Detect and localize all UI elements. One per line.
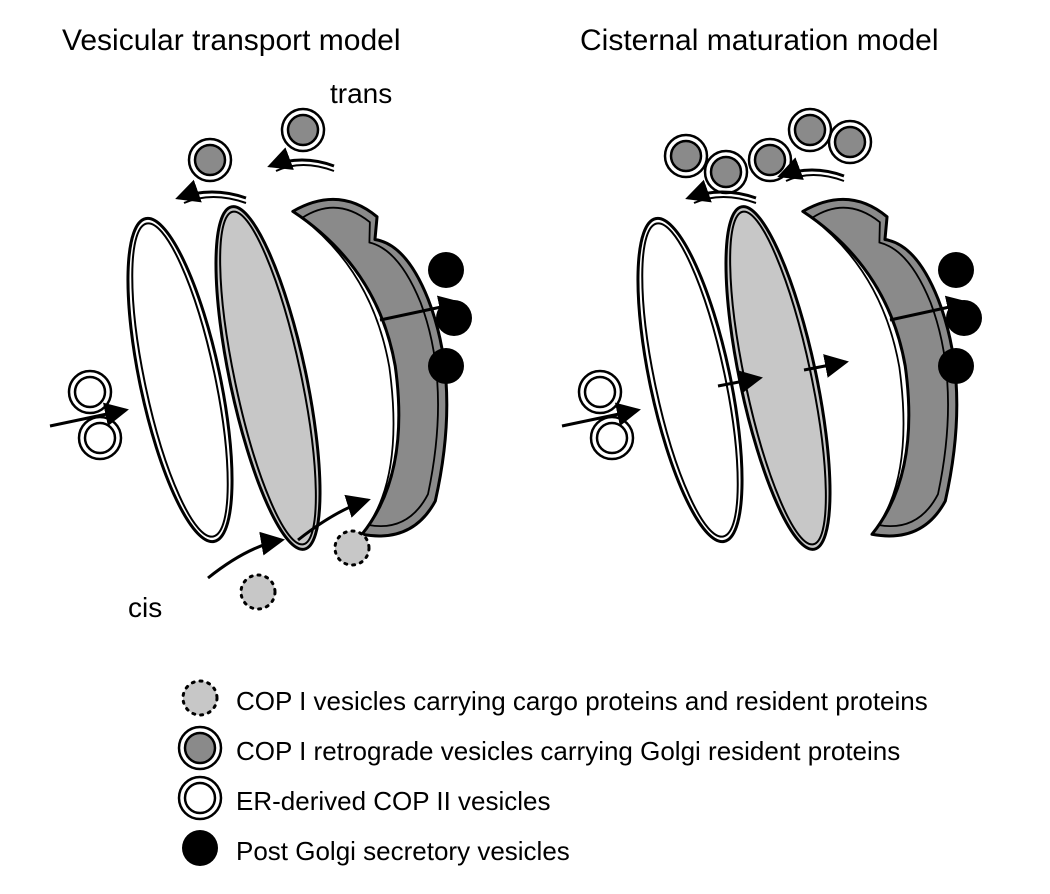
title-left: Vesicular transport model bbox=[62, 24, 401, 58]
legend-text-3: Post Golgi secretory vesicles bbox=[236, 836, 570, 867]
title-right: Cisternal maturation model bbox=[580, 24, 939, 58]
legend-text-0: COP I vesicles carrying cargo proteins a… bbox=[236, 686, 928, 717]
legend-text-2: ER-derived COP II vesicles bbox=[236, 786, 551, 817]
label-cis: cis bbox=[128, 592, 162, 624]
label-trans: trans bbox=[330, 78, 392, 110]
legend-text-1: COP I retrograde vesicles carrying Golgi… bbox=[236, 736, 900, 767]
